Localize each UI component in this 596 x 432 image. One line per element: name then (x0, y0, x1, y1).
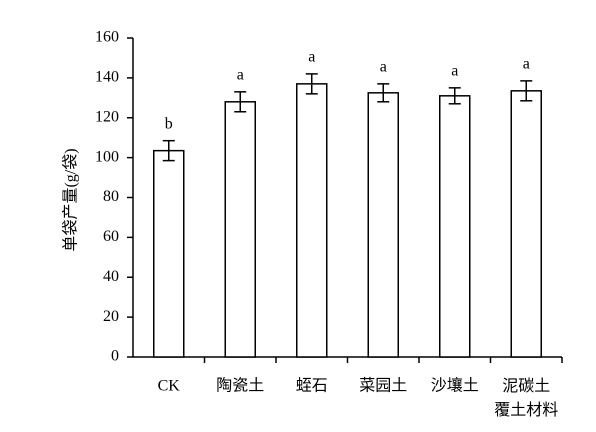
y-tick-label: 60 (103, 228, 119, 245)
significance-letter: a (380, 59, 387, 76)
y-tick-label: 100 (95, 148, 119, 165)
y-tick-label: 140 (95, 69, 119, 86)
x-tick-label: 陶瓷土 (216, 377, 264, 395)
x-tick-label: CK (158, 378, 181, 395)
y-tick-label: 0 (111, 348, 119, 365)
significance-letter: a (237, 67, 244, 84)
y-tick-label: 20 (103, 308, 119, 325)
y-tick-label: 80 (103, 188, 119, 205)
significance-letter: b (165, 115, 173, 132)
x-tick-label: 菜园土 (359, 377, 407, 395)
bar (439, 95, 471, 358)
x-tick-label: 沙壤土 (431, 376, 479, 395)
bar (296, 83, 328, 358)
y-axis-label: 单袋产量(g/袋) (62, 148, 80, 251)
y-tick-label: 160 (95, 29, 119, 46)
significance-letter: a (523, 56, 530, 73)
significance-letter: a (451, 63, 458, 80)
significance-letter: a (308, 49, 315, 66)
x-tick-label: 蛭石 (296, 377, 328, 395)
x-tick-label: 泥碳土覆土材料 (494, 377, 558, 419)
y-tick-label: 40 (103, 268, 119, 285)
bar (510, 90, 542, 358)
bar (153, 149, 185, 358)
bar (367, 92, 399, 358)
y-tick-label: 120 (95, 108, 119, 125)
bar (224, 101, 256, 358)
